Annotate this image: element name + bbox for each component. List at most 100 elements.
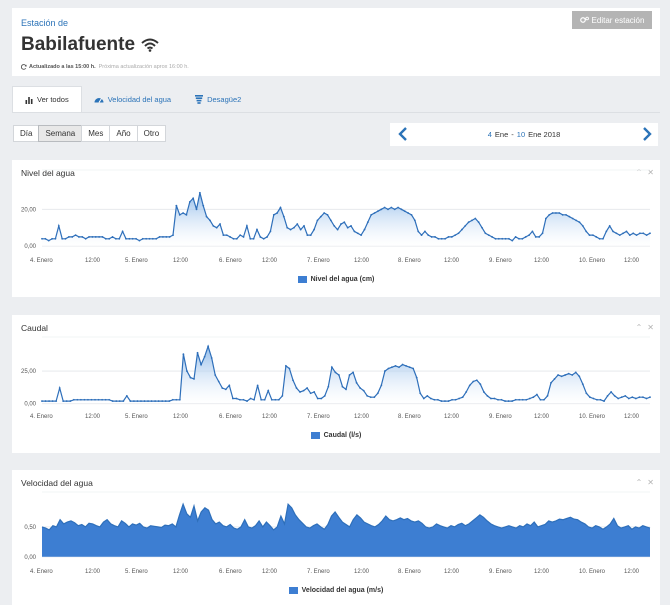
data-point bbox=[246, 400, 248, 402]
data-point bbox=[521, 237, 524, 240]
gears-icon bbox=[579, 16, 589, 23]
tab-label: Velocidad del agua bbox=[107, 94, 172, 104]
data-point bbox=[625, 230, 628, 233]
x-tick-label: 12:00 bbox=[173, 569, 189, 575]
tab-desague2[interactable]: Desagüe2 bbox=[183, 86, 253, 112]
data-point bbox=[104, 237, 107, 240]
station-title: Babilafuente bbox=[21, 34, 159, 56]
data-point bbox=[373, 396, 376, 399]
period-ano-button[interactable]: Año bbox=[109, 125, 138, 142]
data-point bbox=[397, 206, 399, 209]
data-point bbox=[231, 397, 234, 400]
data-point bbox=[276, 212, 279, 214]
period-semana-button[interactable]: Semana bbox=[38, 125, 83, 142]
data-point bbox=[508, 237, 510, 240]
x-tick-label: 8. Enero bbox=[398, 414, 421, 420]
edit-station-button[interactable]: Editar estación bbox=[572, 11, 652, 29]
x-tick-label: 4. Enero bbox=[30, 414, 53, 420]
legend-swatch bbox=[297, 276, 307, 283]
data-point bbox=[55, 400, 58, 402]
data-point bbox=[272, 213, 275, 216]
tab-ver-todos[interactable]: Ver todos bbox=[12, 86, 82, 112]
data-point bbox=[514, 236, 517, 238]
data-point bbox=[266, 236, 268, 238]
chart-legend[interactable]: Velocidad del agua (m/s) bbox=[12, 587, 660, 594]
data-point bbox=[51, 400, 54, 402]
data-point bbox=[615, 232, 618, 235]
data-point bbox=[571, 217, 574, 220]
data-point bbox=[400, 208, 403, 211]
data-point bbox=[500, 398, 503, 401]
x-tick-label: 4. Enero bbox=[30, 258, 53, 264]
close-icon[interactable]: ✕ bbox=[647, 323, 654, 332]
data-point bbox=[198, 191, 201, 194]
data-point bbox=[78, 236, 80, 238]
data-point bbox=[564, 374, 567, 376]
collapse-icon[interactable]: ⌃ bbox=[635, 323, 643, 332]
period-otro-button[interactable]: Otro bbox=[136, 125, 167, 142]
data-point bbox=[302, 389, 305, 392]
x-tick-label: 12:00 bbox=[85, 569, 101, 575]
data-point bbox=[219, 223, 221, 225]
x-tick-label: 7. Enero bbox=[307, 569, 330, 575]
data-point bbox=[242, 236, 245, 238]
y-tick-label: 0,50 bbox=[24, 525, 36, 531]
data-point bbox=[101, 236, 104, 238]
tab-velocidad-del-agua[interactable]: Velocidad del agua bbox=[82, 86, 183, 112]
data-point bbox=[524, 236, 527, 238]
data-point bbox=[224, 388, 227, 391]
data-point bbox=[603, 400, 605, 402]
next-update-text: Próxima actualización aprox 16:00 h. bbox=[98, 64, 189, 70]
data-point bbox=[534, 236, 537, 238]
data-point bbox=[538, 236, 541, 238]
data-point bbox=[217, 380, 220, 383]
data-point bbox=[69, 400, 72, 402]
period-selector: Día Semana Mes Año Otro bbox=[13, 125, 167, 142]
data-point bbox=[608, 224, 611, 227]
data-point bbox=[205, 215, 208, 218]
data-point bbox=[282, 215, 285, 218]
chart-legend[interactable]: Nivel del agua (cm) bbox=[12, 276, 660, 283]
chevron-right-icon[interactable] bbox=[642, 126, 652, 142]
data-point bbox=[403, 210, 406, 213]
collapse-icon[interactable]: ⌃ bbox=[635, 478, 643, 487]
data-point bbox=[135, 237, 137, 240]
close-icon[interactable]: ✕ bbox=[647, 168, 654, 177]
data-point bbox=[546, 394, 549, 397]
data-point bbox=[642, 396, 644, 399]
data-point bbox=[575, 219, 577, 222]
collapse-icon[interactable]: ⌃ bbox=[635, 168, 643, 177]
data-point bbox=[209, 219, 211, 222]
data-point bbox=[613, 394, 616, 397]
data-point bbox=[90, 398, 93, 401]
data-point bbox=[175, 204, 178, 207]
data-point bbox=[131, 237, 134, 240]
data-point bbox=[121, 230, 124, 233]
data-point bbox=[387, 367, 390, 370]
chart-legend[interactable]: Caudal (l/s) bbox=[12, 432, 660, 439]
chevron-left-icon[interactable] bbox=[398, 126, 408, 142]
data-point bbox=[422, 397, 425, 400]
x-tick-label: 4. Enero bbox=[30, 569, 53, 575]
data-point bbox=[214, 374, 217, 376]
data-point bbox=[518, 237, 520, 240]
period-dia-button[interactable]: Día bbox=[13, 125, 40, 142]
x-tick-label: 7. Enero bbox=[307, 414, 330, 420]
data-point bbox=[203, 355, 206, 358]
data-point bbox=[487, 234, 490, 237]
data-point bbox=[54, 237, 57, 240]
period-mes-button[interactable]: Mes bbox=[81, 125, 111, 142]
data-point bbox=[373, 212, 376, 214]
close-icon[interactable]: ✕ bbox=[647, 478, 654, 487]
data-point bbox=[320, 397, 323, 400]
data-point bbox=[531, 230, 534, 233]
data-point bbox=[67, 236, 70, 238]
data-point bbox=[41, 237, 43, 240]
series-line bbox=[41, 502, 651, 531]
date-navigator: 4 Ene - 10 Ene 2018 bbox=[390, 123, 658, 146]
data-point bbox=[355, 381, 358, 384]
data-point bbox=[323, 212, 326, 214]
data-point bbox=[541, 232, 544, 235]
data-point bbox=[125, 237, 127, 240]
data-point bbox=[507, 400, 510, 402]
